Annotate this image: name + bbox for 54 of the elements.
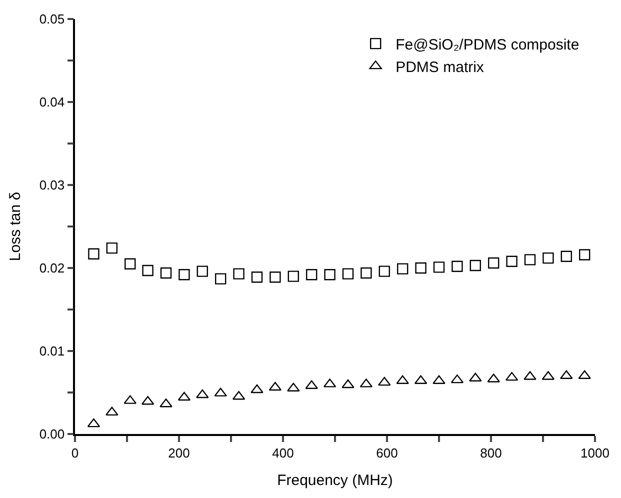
point (433, 262, 445, 273)
point (106, 242, 118, 254)
point (250, 384, 264, 394)
point (542, 252, 554, 264)
y-tick-label: 0.01 (39, 344, 65, 359)
point (142, 264, 154, 276)
point (452, 260, 463, 272)
point (450, 374, 464, 384)
point (579, 249, 590, 260)
point (324, 269, 336, 280)
point (524, 254, 536, 266)
point (233, 268, 244, 280)
legend-label: Fe@SiO₂/PDMS composite (396, 36, 580, 54)
point (106, 406, 118, 416)
point (378, 376, 391, 386)
point (505, 372, 518, 381)
legend-label: PDMS matrix (396, 58, 484, 76)
y-axis-title: Loss tan δ (7, 192, 24, 262)
point (178, 269, 190, 280)
text: 0.00 (39, 426, 65, 442)
x-axis-title: Frequency (MHz) (277, 472, 393, 489)
x-tick-label: 400 (272, 445, 294, 460)
point (124, 258, 136, 270)
point (378, 266, 390, 277)
y-tick-label: 0.02 (39, 260, 65, 276)
point (196, 266, 208, 277)
point (88, 248, 100, 260)
point (397, 263, 408, 274)
point (342, 379, 354, 388)
point (360, 267, 372, 279)
point (87, 418, 100, 428)
x-tick-label: 200 (168, 445, 190, 460)
y-tick-label: 0.05 (39, 12, 65, 27)
point (178, 392, 191, 401)
point (288, 270, 299, 282)
x-tick-label: 600 (376, 445, 398, 460)
point (306, 269, 318, 280)
x-tick-label: 0 (71, 445, 79, 460)
point (196, 389, 209, 398)
point (560, 250, 572, 262)
y-tick-label: 0.03 (39, 178, 65, 193)
point (342, 268, 354, 280)
point (215, 273, 226, 284)
x-tick-label: 800 (480, 445, 502, 460)
point (488, 257, 500, 269)
point (470, 260, 481, 272)
point (270, 272, 281, 283)
point (506, 256, 518, 267)
point (268, 382, 282, 391)
point (160, 267, 172, 279)
point (415, 262, 426, 274)
x-tick-label: 1000 (580, 445, 610, 460)
y-tick-label: 0.04 (39, 94, 65, 110)
point (251, 272, 263, 283)
